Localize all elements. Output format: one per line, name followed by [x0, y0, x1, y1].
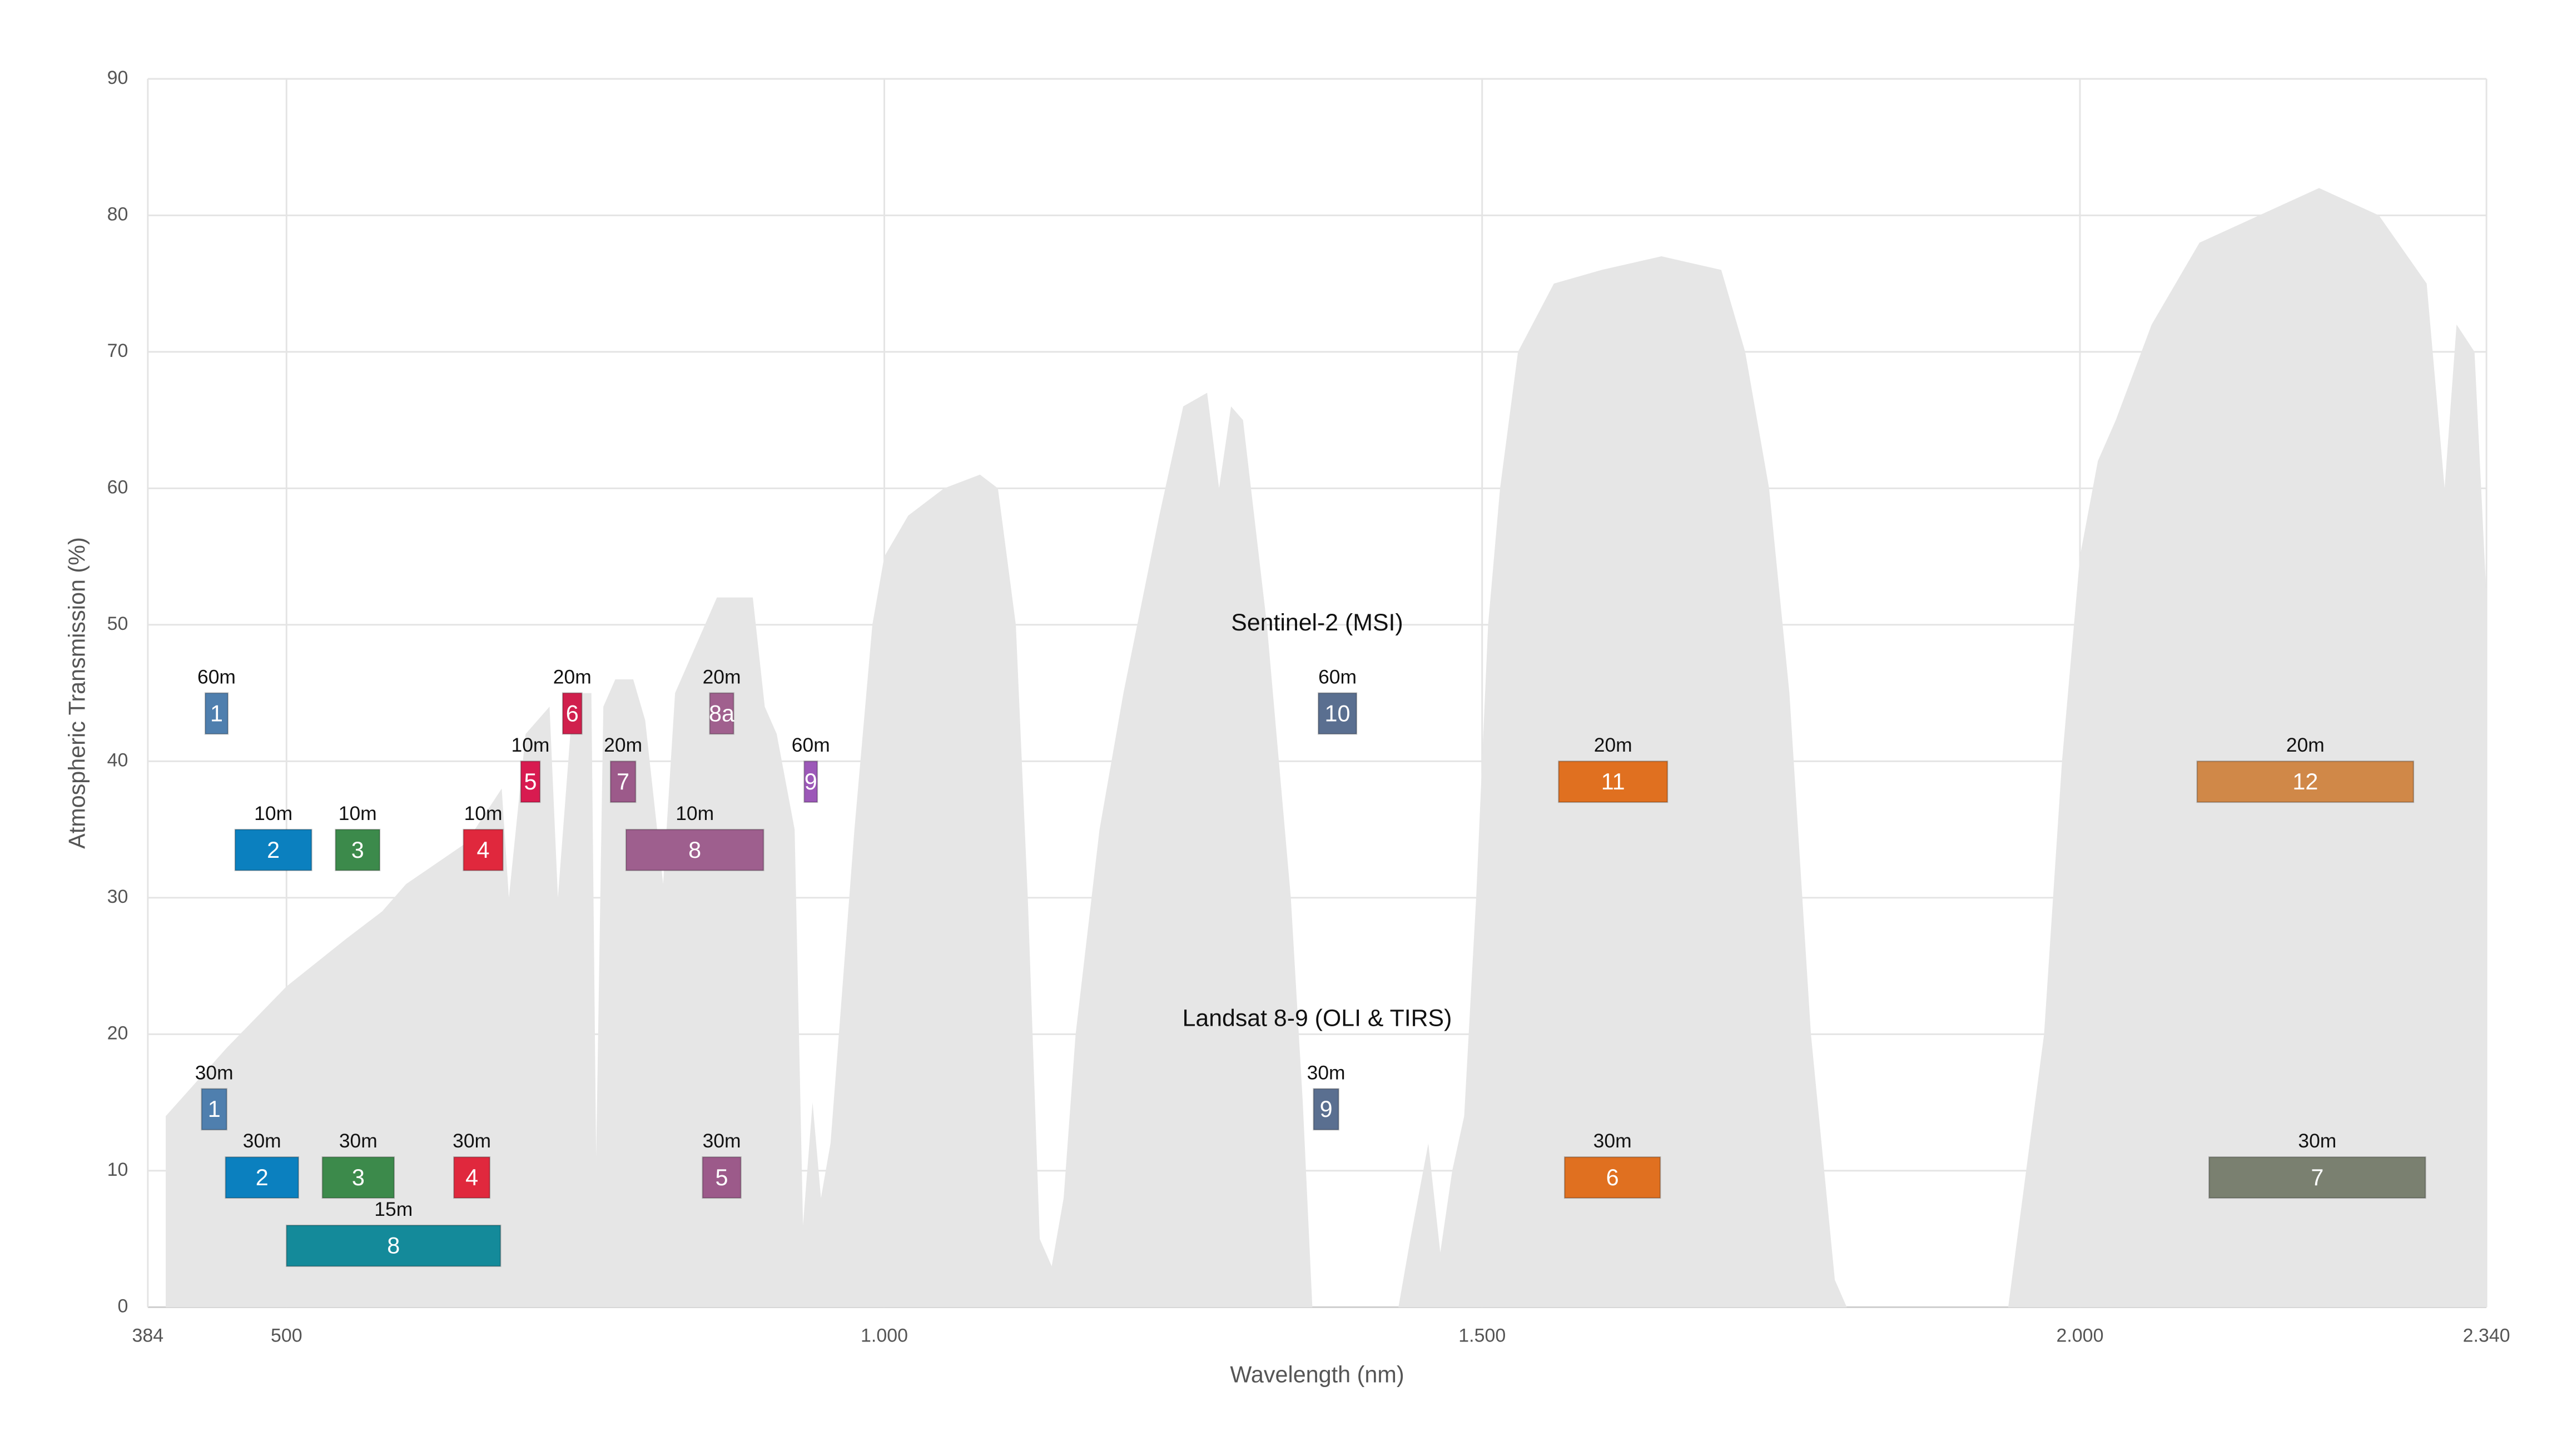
band-label: 5 — [716, 1165, 728, 1190]
y-tick-label: 20 — [107, 1022, 128, 1043]
y-tick-label: 70 — [107, 340, 128, 361]
band-label: 10 — [1325, 700, 1350, 726]
band-label: 8a — [709, 700, 734, 726]
band-resolution: 30m — [243, 1130, 281, 1152]
band-resolution: 60m — [792, 734, 830, 756]
y-tick-label: 60 — [107, 476, 128, 498]
band-label: 7 — [617, 769, 629, 794]
band-resolution: 60m — [197, 665, 236, 688]
band-resolution: 30m — [1307, 1061, 1345, 1084]
band-resolution: 20m — [604, 734, 642, 756]
band-label: 2 — [256, 1165, 269, 1190]
band-label: 9 — [1320, 1096, 1333, 1122]
band-resolution: 30m — [1593, 1130, 1632, 1152]
group-title: Landsat 8-9 (OLI & TIRS) — [1183, 1005, 1452, 1032]
band-label: 4 — [477, 837, 490, 863]
band — [453, 1156, 491, 1199]
band — [201, 1088, 227, 1131]
band — [520, 761, 541, 803]
y-tick-label: 0 — [118, 1295, 128, 1316]
transmission-area — [166, 188, 2487, 1308]
band-resolution: 20m — [2286, 734, 2325, 756]
band-label: 8 — [387, 1233, 400, 1259]
band-resolution: 10m — [339, 802, 377, 824]
band-label: 9 — [805, 769, 817, 794]
band — [1558, 761, 1669, 803]
x-tick-label: 384 — [132, 1325, 164, 1346]
band — [321, 1156, 395, 1199]
band-resolution: 15m — [374, 1198, 413, 1220]
y-axis-title: Atmospheric Transmission (%) — [64, 537, 90, 849]
band-label: 6 — [566, 700, 579, 726]
y-tick-label: 50 — [107, 613, 128, 634]
band — [609, 761, 637, 803]
band-label: 4 — [465, 1165, 478, 1190]
band-resolution: 60m — [1318, 665, 1357, 688]
band — [2208, 1156, 2426, 1199]
band — [1563, 1156, 1661, 1199]
band — [463, 828, 504, 871]
x-tick-label: 1.000 — [861, 1325, 908, 1346]
band — [234, 828, 312, 871]
band-resolution: 10m — [254, 802, 292, 824]
band — [2196, 761, 2415, 803]
band-label: 6 — [1606, 1165, 1619, 1190]
y-tick-label: 30 — [107, 886, 128, 907]
band — [1317, 692, 1358, 735]
band-label: 7 — [2311, 1165, 2323, 1190]
band-resolution: 30m — [2298, 1130, 2336, 1152]
x-tick-label: 2.000 — [2056, 1325, 2103, 1346]
x-tick-label: 2.340 — [2463, 1325, 2510, 1346]
band-label: 1 — [208, 1096, 221, 1122]
band-label: 2 — [267, 837, 280, 863]
band — [225, 1156, 299, 1199]
band — [702, 1156, 742, 1199]
band-resolution: 20m — [703, 665, 741, 688]
x-tick-label: 1.500 — [1458, 1325, 1506, 1346]
band-label: 3 — [351, 837, 364, 863]
x-axis-title: Wavelength (nm) — [1230, 1361, 1404, 1387]
bands: 1 60m 2 10m 3 10m 4 10m 5 10m 6 20m 7 20m 8 10m 8a 20m 9 60… — [195, 665, 2426, 1267]
y-tick-label: 40 — [107, 749, 128, 771]
band-label: 11 — [1601, 769, 1625, 794]
band-resolution: 30m — [195, 1061, 234, 1084]
band — [709, 692, 734, 735]
group-title: Sentinel-2 (MSI) — [1231, 609, 1403, 636]
band-resolution: 10m — [512, 734, 550, 756]
band-resolution: 20m — [1594, 734, 1632, 756]
band-label: 8 — [688, 837, 701, 863]
x-tick-label: 500 — [271, 1325, 302, 1346]
band — [335, 828, 381, 871]
y-tick-label: 90 — [107, 67, 128, 88]
band — [803, 761, 818, 803]
band — [286, 1224, 502, 1267]
band-label: 3 — [352, 1165, 365, 1190]
y-tick-label: 80 — [107, 203, 128, 225]
band-resolution: 30m — [453, 1130, 491, 1152]
band-resolution: 10m — [464, 802, 503, 824]
area-layer — [166, 188, 2487, 1308]
band-resolution: 10m — [676, 802, 714, 824]
band — [1313, 1088, 1339, 1131]
band-resolution: 20m — [553, 665, 592, 688]
band — [562, 692, 583, 735]
band — [625, 828, 764, 871]
band-resolution: 30m — [339, 1130, 378, 1152]
band — [204, 692, 229, 735]
band-label: 1 — [210, 700, 223, 726]
band-resolution: 30m — [703, 1130, 741, 1152]
band-label: 5 — [524, 769, 537, 794]
band-label: 12 — [2292, 769, 2318, 794]
y-tick-label: 10 — [107, 1159, 128, 1180]
